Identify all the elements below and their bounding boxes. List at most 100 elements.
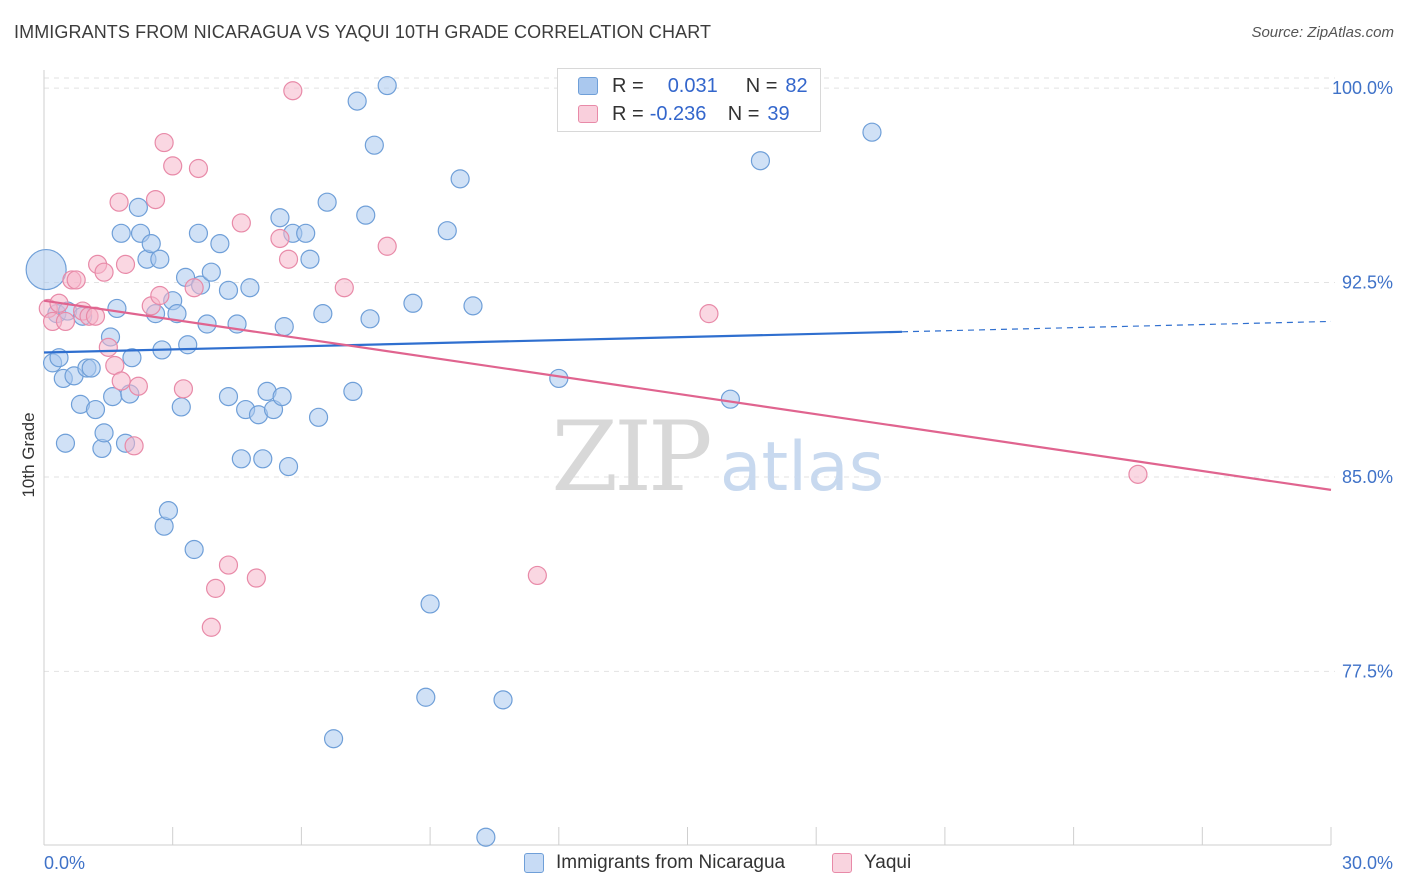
point-nicaragua <box>240 278 260 298</box>
point-nicaragua <box>201 262 221 282</box>
point-nicaragua <box>141 234 161 254</box>
point-yaqui <box>334 278 354 298</box>
point-nicaragua <box>122 348 142 368</box>
point-yaqui <box>278 249 299 269</box>
point-nicaragua <box>450 169 470 189</box>
point-nicaragua <box>313 304 333 324</box>
point-yaqui <box>699 304 719 324</box>
point-nicaragua <box>158 501 179 521</box>
point-nicaragua <box>296 223 316 243</box>
point-nicaragua <box>300 249 320 269</box>
source-label: Source: ZipAtlas.com <box>1251 24 1394 41</box>
point-nicaragua <box>270 208 290 228</box>
blue-swatch <box>524 853 544 873</box>
legend-item-yaqui: Yaqui <box>832 852 911 874</box>
point-yaqui <box>206 578 226 598</box>
point-yaqui <box>109 192 129 212</box>
point-nicaragua <box>308 407 329 427</box>
n-label: N = <box>727 102 760 125</box>
point-nicaragua <box>25 248 67 291</box>
point-nicaragua <box>231 449 251 469</box>
point-nicaragua <box>188 223 209 243</box>
chart-title: IMMIGRANTS FROM NICARAGUA VS YAQUI 10TH … <box>14 22 712 42</box>
x-tick-label: 30.0% <box>1342 853 1393 873</box>
point-nicaragua <box>463 296 483 316</box>
point-yaqui <box>66 270 86 290</box>
y-tick-label: 100.0% <box>1332 78 1393 98</box>
point-nicaragua <box>343 381 363 402</box>
point-nicaragua <box>210 234 230 254</box>
point-nicaragua <box>128 197 148 217</box>
point-yaqui <box>154 132 174 153</box>
point-nicaragua <box>278 456 299 477</box>
stats-legend-row-blue: R = 0.031 N = 82 <box>578 73 808 99</box>
point-nicaragua <box>107 298 127 319</box>
trend-line-yaqui <box>43 299 1332 491</box>
legend-label: Yaqui <box>864 852 912 873</box>
y-tick-label: 77.5% <box>1342 661 1393 681</box>
r-value: 0.031 <box>667 74 718 97</box>
trend-lines <box>43 299 1332 491</box>
point-nicaragua <box>377 75 397 96</box>
point-yaqui <box>163 156 183 176</box>
point-nicaragua <box>274 317 294 337</box>
point-nicaragua <box>150 249 170 269</box>
stats-legend-row-pink: R = -0.236 N = 39 <box>578 101 790 127</box>
point-nicaragua <box>420 594 440 614</box>
point-yaqui <box>246 568 266 588</box>
point-nicaragua <box>549 368 569 389</box>
point-yaqui <box>94 262 114 282</box>
point-yaqui <box>201 617 221 637</box>
point-yaqui <box>150 285 170 306</box>
trend-line-nicaragua-extension <box>901 320 1332 333</box>
legend-label: Immigrants from Nicaragua <box>556 852 786 873</box>
tick-labels: 77.5% 85.0% 92.5% 100.0% 0.0% 30.0% <box>44 78 1393 873</box>
point-nicaragua <box>167 304 187 324</box>
point-nicaragua <box>111 223 131 243</box>
legend-item-nicaragua: Immigrants from Nicaragua <box>524 852 785 874</box>
y-tick-label: 92.5% <box>1342 273 1393 293</box>
point-nicaragua <box>272 386 292 407</box>
point-nicaragua <box>364 135 384 155</box>
point-nicaragua <box>218 386 239 407</box>
pink-swatch <box>832 853 852 873</box>
series-legend: Immigrants from Nicaragua Yaqui <box>0 852 1406 878</box>
n-value: 82 <box>785 74 808 97</box>
y-tick-label: 85.0% <box>1342 467 1393 487</box>
point-nicaragua <box>253 449 273 469</box>
point-nicaragua <box>85 399 106 420</box>
r-label: R = <box>612 102 644 125</box>
watermark: ZIP atlas <box>551 401 884 513</box>
point-nicaragua <box>720 389 741 409</box>
point-nicaragua <box>94 423 114 443</box>
point-yaqui <box>377 236 397 256</box>
point-nicaragua <box>750 151 771 171</box>
x-tick-label: 0.0% <box>44 853 85 873</box>
point-yaqui <box>188 158 209 179</box>
axes <box>43 70 1332 846</box>
point-nicaragua <box>493 690 513 710</box>
watermark-atlas: atlas <box>720 428 884 507</box>
point-yaqui <box>231 213 251 233</box>
n-value: 39 <box>767 102 790 125</box>
grid-lines <box>44 77 1335 672</box>
blue-swatch <box>578 77 598 95</box>
point-nicaragua <box>403 293 423 313</box>
n-label: N = <box>745 74 778 97</box>
point-nicaragua <box>356 205 376 225</box>
point-yaqui <box>283 81 303 101</box>
point-yaqui <box>218 555 239 575</box>
pink-swatch <box>578 105 598 123</box>
point-nicaragua <box>347 91 367 111</box>
point-yaqui <box>270 228 290 249</box>
point-nicaragua <box>323 729 344 749</box>
point-yaqui <box>184 278 204 298</box>
point-yaqui <box>115 254 136 274</box>
trend-line-nicaragua <box>43 330 903 354</box>
point-nicaragua <box>81 358 101 378</box>
data-points <box>25 75 1148 847</box>
point-yaqui <box>98 337 118 357</box>
point-nicaragua <box>55 433 76 453</box>
point-yaqui <box>55 311 76 332</box>
